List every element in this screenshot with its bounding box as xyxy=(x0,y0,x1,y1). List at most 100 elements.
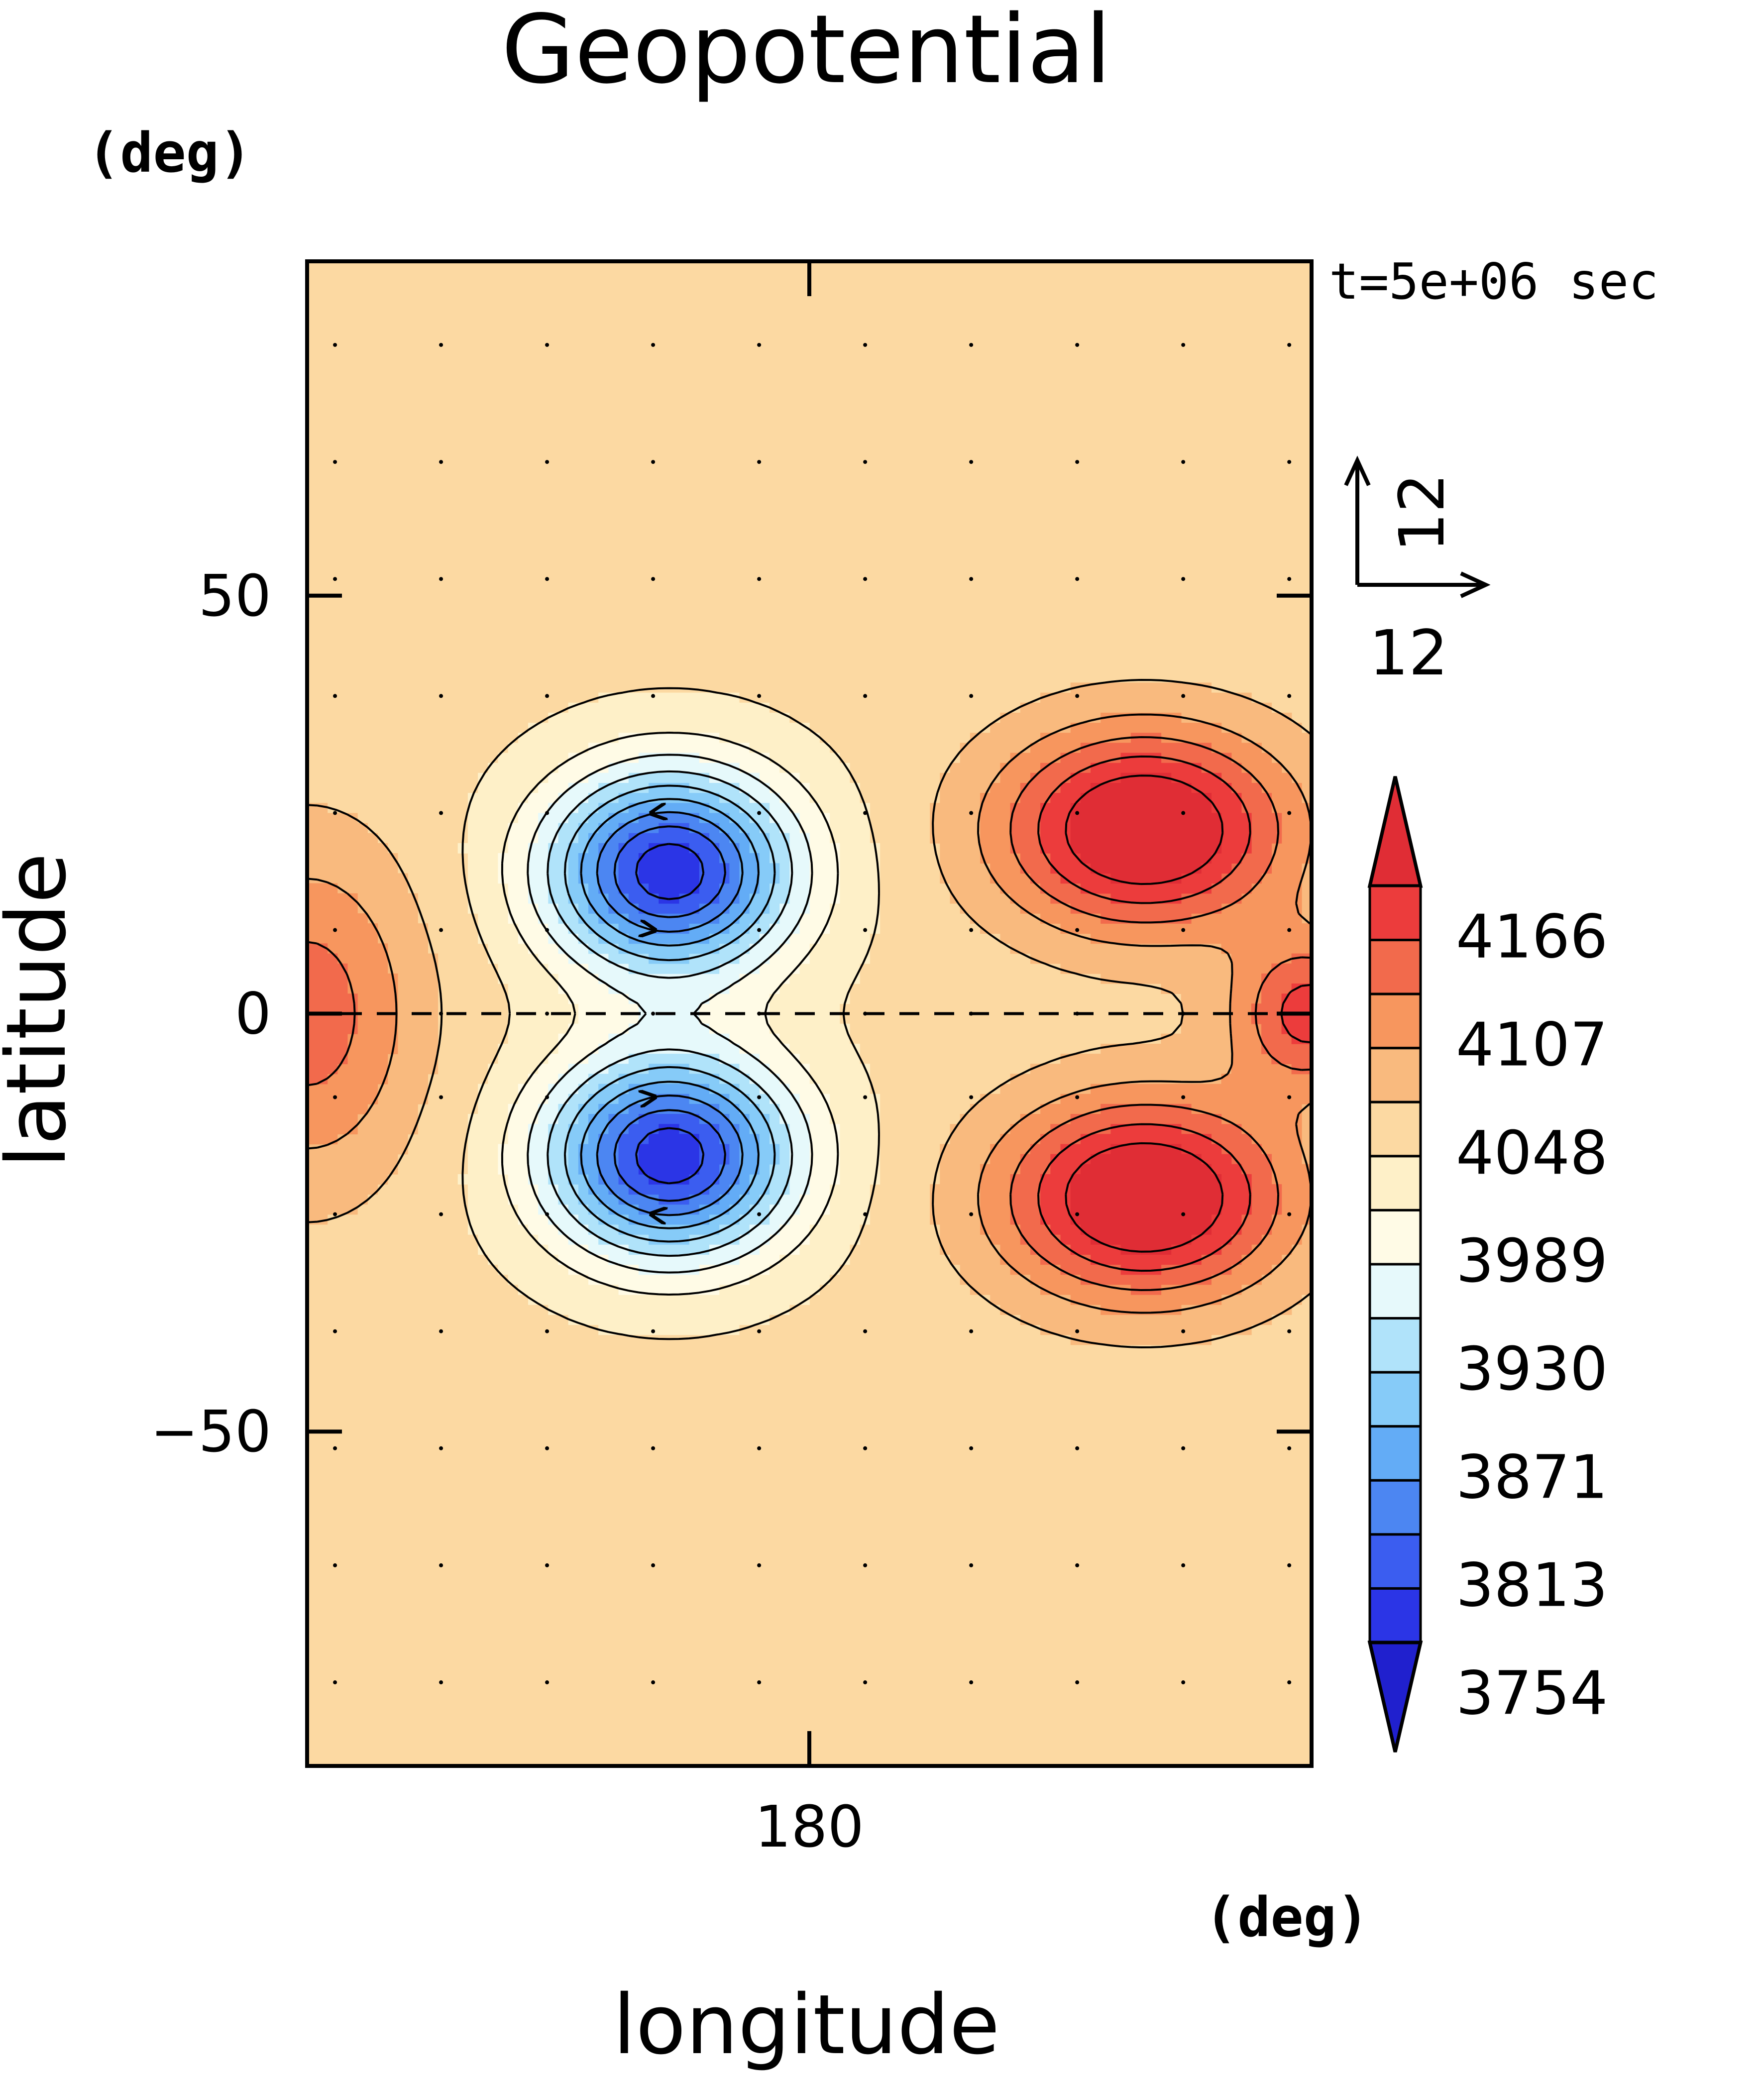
vector-dot-73 xyxy=(863,1212,868,1216)
vector-dot-59 xyxy=(757,1095,762,1099)
colorbar: 4166 4107 4048 3989 3930 3871 3813 3754 xyxy=(1367,776,1608,1752)
contour-line-2 xyxy=(613,825,726,1202)
colorbar-segment-14 xyxy=(1368,1587,1422,1644)
vector-dot-126 xyxy=(1287,1329,1292,1333)
time-label: t=5e+06 sec xyxy=(1329,252,1658,311)
vector-dot-115 xyxy=(1181,1563,1186,1567)
vector-dot-27 xyxy=(545,460,550,464)
vector-dot-38 xyxy=(545,1680,550,1685)
vector-dot-3 xyxy=(333,694,337,698)
vector-dot-7 xyxy=(333,1095,337,1099)
vector-dot-24 xyxy=(439,1563,443,1567)
vector-dot-116 xyxy=(1181,1680,1186,1685)
contour-line-8 xyxy=(501,732,839,1296)
vector-dot-28 xyxy=(545,577,550,581)
vector-dot-11 xyxy=(333,1563,337,1567)
vector-dot-108 xyxy=(1181,811,1186,815)
contour-line-7 xyxy=(527,754,813,1274)
vector-dot-15 xyxy=(439,577,443,581)
vector-dot-85 xyxy=(969,1095,974,1099)
colorbar-segment-8 xyxy=(1368,1263,1422,1320)
vector-dot-9 xyxy=(333,1329,337,1333)
vector-dot-29 xyxy=(545,694,550,698)
vector-dot-65 xyxy=(863,342,868,347)
contour-line-10 xyxy=(307,679,1312,1348)
y-unit-label: (deg) xyxy=(87,121,252,185)
chart-title: Geopotential xyxy=(501,0,1111,105)
vector-dot-53 xyxy=(757,460,762,464)
colorbar-segment-1 xyxy=(1368,884,1422,942)
contour-line-14 xyxy=(1065,774,1224,1253)
contour-lines xyxy=(307,679,1312,1348)
vector-dot-54 xyxy=(757,577,762,581)
vector-dot-86 xyxy=(969,1212,974,1216)
vector-dot-98 xyxy=(1075,1095,1080,1099)
y-tick-label-2: −50 xyxy=(150,1399,271,1465)
vector-dot-19 xyxy=(439,1011,443,1016)
contour-line-6 xyxy=(547,770,793,1257)
contour-band-8 xyxy=(548,772,790,1255)
vector-dot-100 xyxy=(1075,1329,1080,1333)
vector-dot-87 xyxy=(969,1329,974,1333)
vector-dot-68 xyxy=(863,694,868,698)
vector-dot-74 xyxy=(863,1329,868,1333)
vector-dot-49 xyxy=(651,1446,656,1450)
vector-dot-10 xyxy=(333,1446,337,1450)
vector-dot-14 xyxy=(439,460,443,464)
vector-dot-51 xyxy=(651,1680,656,1685)
vector-dot-101 xyxy=(1075,1446,1080,1450)
plot-area xyxy=(307,261,1312,1766)
contour-band-11 xyxy=(578,803,760,1225)
vector-dot-114 xyxy=(1181,1446,1186,1450)
vector-dot-56 xyxy=(757,811,762,815)
reference-vector-horizontal-head xyxy=(1460,571,1491,598)
colorbar-label-7: 3754 xyxy=(1456,1659,1608,1729)
vector-dot-103 xyxy=(1075,1680,1080,1685)
vector-dot-23 xyxy=(439,1446,443,1450)
y-tick-label-0: 50 xyxy=(199,563,271,630)
colorbar-label-6: 3813 xyxy=(1456,1551,1608,1620)
vector-dot-119 xyxy=(1287,577,1292,581)
vector-dot-45 xyxy=(651,1011,656,1016)
colorbar-label-1: 4107 xyxy=(1456,1011,1608,1080)
vector-dot-1 xyxy=(333,460,337,464)
vector-dot-106 xyxy=(1181,577,1186,581)
colorbar-label-5: 3871 xyxy=(1456,1443,1608,1512)
vector-dot-41 xyxy=(651,577,656,581)
vector-dot-40 xyxy=(651,460,656,464)
vector-dot-8 xyxy=(333,1212,337,1216)
vector-dot-94 xyxy=(1075,694,1080,698)
contour-band-14 xyxy=(638,843,699,1185)
vector-dot-18 xyxy=(439,928,443,932)
contour-band-10 xyxy=(568,783,780,1245)
vector-dot-57 xyxy=(757,928,762,932)
vector-dot-102 xyxy=(1075,1563,1080,1567)
vector-dot-75 xyxy=(863,1446,868,1450)
vector-dot-104 xyxy=(1181,342,1186,347)
vector-dot-128 xyxy=(1287,1563,1292,1567)
contour-band-0 xyxy=(307,261,1312,1766)
colorbar-label-2: 4048 xyxy=(1456,1119,1608,1188)
vector-dot-33 xyxy=(545,1095,550,1099)
vector-dot-26 xyxy=(545,342,550,347)
vector-dot-122 xyxy=(1287,928,1292,932)
vector-dot-16 xyxy=(439,694,443,698)
contour-line-4 xyxy=(580,798,760,1229)
vector-dot-120 xyxy=(1287,694,1292,698)
colorbar-segment-5 xyxy=(1368,1100,1422,1158)
colorbar-segment-9 xyxy=(1368,1317,1422,1374)
vector-dot-127 xyxy=(1287,1446,1292,1450)
colorbar-segment-12 xyxy=(1368,1479,1422,1536)
vector-dot-17 xyxy=(439,811,443,815)
vector-dot-60 xyxy=(757,1212,762,1216)
reference-v-label: 12 xyxy=(1386,473,1458,552)
vector-dot-70 xyxy=(863,928,868,932)
colorbar-extend-bottom xyxy=(1367,1641,1423,1752)
vector-dot-93 xyxy=(1075,577,1080,581)
vector-dot-77 xyxy=(863,1680,868,1685)
colorbar-segment-2 xyxy=(1368,939,1422,995)
contour-band-9 xyxy=(1070,772,1222,1255)
axis-ticks: 50 0 −50 180 xyxy=(150,261,1312,1861)
colorbar-segment-3 xyxy=(1368,992,1422,1050)
